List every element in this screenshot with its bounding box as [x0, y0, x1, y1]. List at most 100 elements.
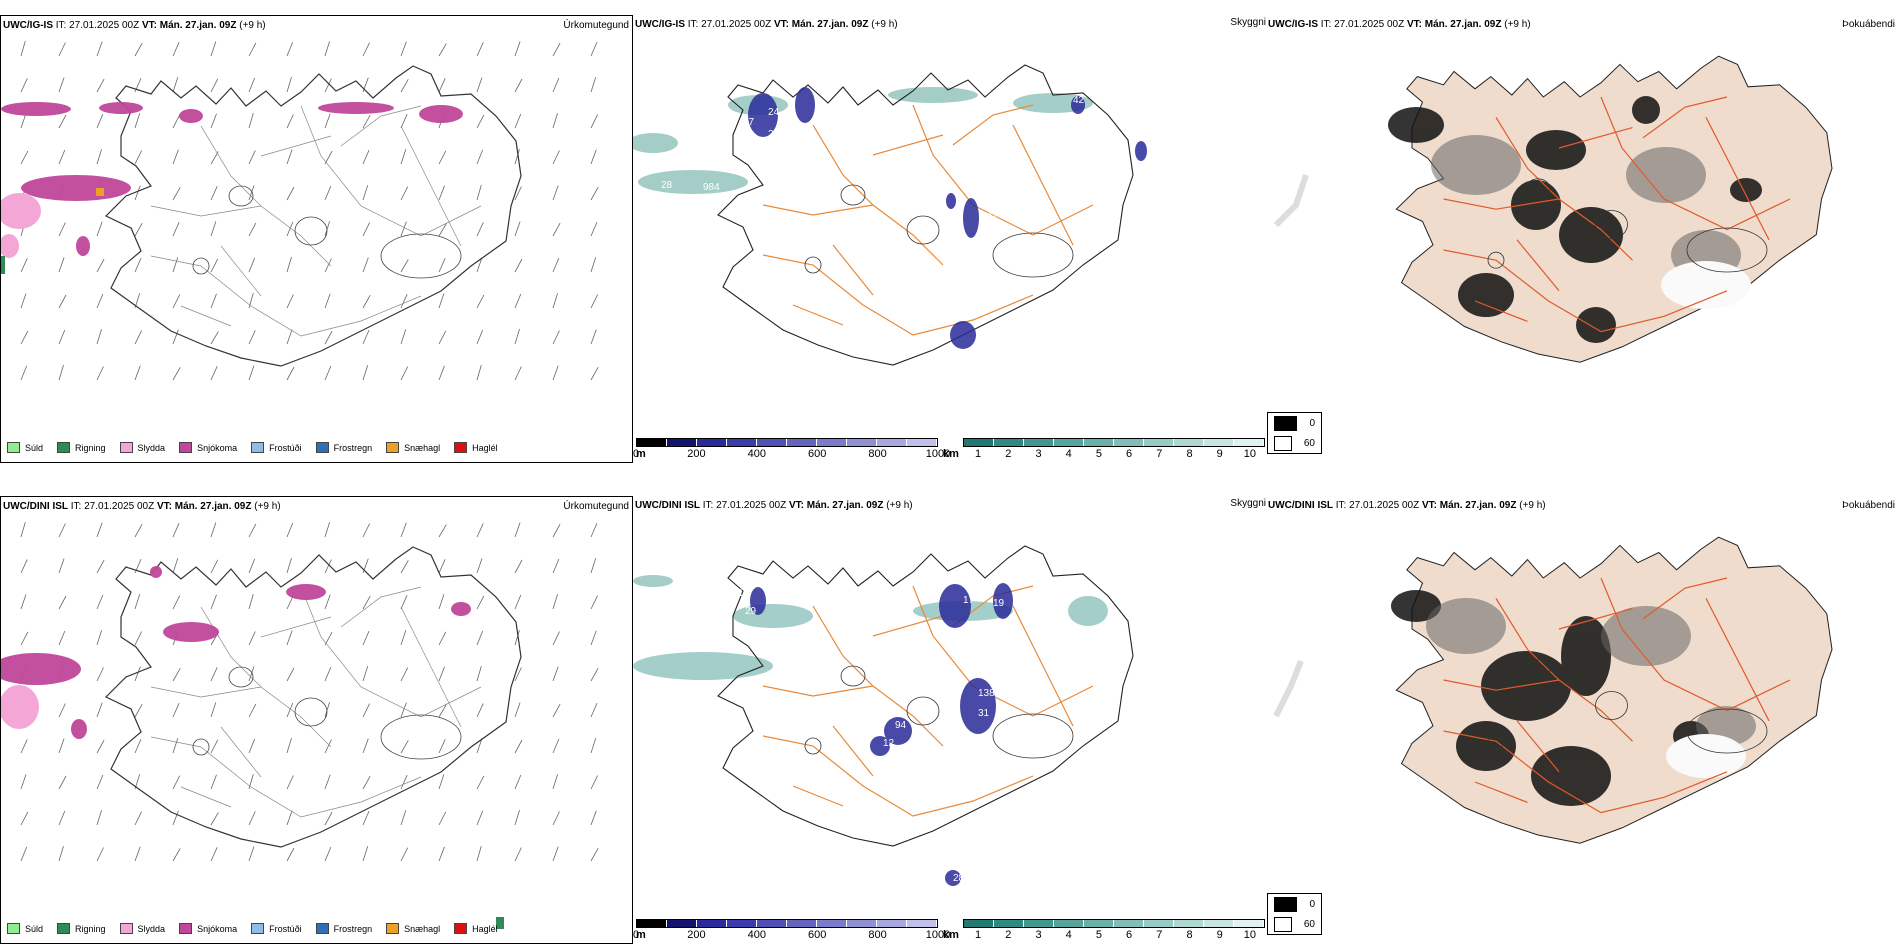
wind-barb [476, 294, 485, 309]
wind-barb [438, 43, 447, 57]
wind-barb [286, 702, 294, 718]
wind-barb [362, 630, 370, 646]
wind-barb [590, 630, 597, 646]
wind-barb [552, 774, 558, 790]
colorbar-cell [1204, 920, 1234, 927]
legend-swatch [119, 923, 133, 934]
colorbar-cell [1144, 439, 1174, 446]
wind-barb [210, 667, 218, 682]
wind-barb [552, 42, 561, 57]
wind-barb [96, 739, 105, 754]
cloudbase-label: 19 [993, 598, 1005, 609]
wind-barb [476, 810, 484, 826]
wind-barb [324, 185, 332, 201]
colorbar-cell [787, 920, 817, 927]
wind-barb [438, 631, 447, 646]
wind-barb [58, 738, 65, 754]
fog-key-label: 0 [1309, 417, 1315, 429]
wind-barb [96, 221, 103, 237]
wind-barb [400, 259, 409, 273]
wind-barb [20, 293, 27, 309]
wind-barb [324, 113, 331, 129]
colorbar-tick: 9 [1216, 448, 1223, 460]
wind-barb [400, 810, 407, 826]
valid-time: VT: Mán. 27.jan. 09Z [1421, 500, 1517, 511]
wind-barb [58, 222, 66, 237]
colorbar-cell [1144, 920, 1174, 927]
fog-indicator-panel: UWC/DINI ISL IT: 27.01.2025 00Z VT: Mán.… [1266, 496, 1900, 944]
wind-barb [590, 367, 599, 381]
wind-barb [362, 523, 370, 538]
cloudbase-label: 17 [963, 595, 975, 606]
wind-barb [210, 221, 217, 237]
wind-barb [476, 703, 484, 718]
cloudbase-label: 28 [661, 180, 673, 191]
wind-barb [476, 364, 482, 381]
wind-barb [514, 629, 520, 646]
wind-barb [96, 78, 105, 93]
wind-barb [210, 78, 219, 93]
model-name: UWC/IG-IS [3, 20, 53, 31]
wind-barb [590, 595, 598, 610]
wind-barb [286, 149, 293, 165]
wind-barb [286, 630, 293, 646]
wind-barb [476, 738, 483, 754]
wind-barb [590, 149, 597, 165]
wind-barb [96, 41, 103, 57]
cloudbase-label: 138 [978, 688, 995, 699]
colorbar-tick: 4 [1065, 929, 1072, 941]
wind-barb [514, 328, 520, 345]
wind-barb [552, 77, 560, 93]
fog-indicator-panel: UWC/IG-IS IT: 27.01.2025 00Z VT: Mán. 27… [1266, 15, 1900, 463]
panel-header: UWC/IG-IS IT: 27.01.2025 00Z VT: Mán. 27… [3, 20, 266, 31]
colorbar-cell [787, 439, 817, 446]
legend-label: Rigning [75, 442, 106, 453]
wind-barb [400, 740, 409, 754]
init-time: IT: 27.01.2025 00Z [702, 500, 787, 511]
wind-barb [552, 558, 560, 574]
wind-barb [362, 222, 370, 237]
wind-barb [96, 329, 102, 345]
cloudbase-ticks: 0 200 400 600 800 1000 [633, 929, 950, 943]
wind-barb [134, 811, 142, 826]
wind-barb [20, 559, 28, 574]
panel-header: UWC/DINI ISL IT: 27.01.2025 00Z VT: Mán.… [1268, 500, 1546, 511]
wind-barb [362, 115, 371, 129]
wind-barb [400, 114, 408, 129]
precip-map [1, 40, 599, 381]
wind-barb [590, 329, 597, 345]
legend-swatch [251, 442, 265, 453]
wind-barb [438, 258, 446, 273]
colorbar-cell [1084, 439, 1114, 446]
wind-barb [210, 594, 217, 610]
panel-header: UWC/DINI ISL IT: 27.01.2025 00Z VT: Mán.… [3, 501, 281, 512]
glacier-outline [1686, 708, 1768, 754]
colorbar-tick: 600 [808, 448, 827, 460]
wind-barb [514, 847, 522, 862]
wind-barb [20, 811, 29, 826]
wind-barb [20, 631, 29, 646]
precip-map [1, 521, 599, 929]
wind-barb [210, 258, 219, 273]
wind-barb [438, 811, 447, 826]
wind-barb [324, 594, 331, 610]
cloudbase-label: 12 [883, 738, 895, 749]
wind-barb [362, 257, 369, 273]
glacier-outline [1595, 691, 1628, 720]
wind-barb [58, 114, 67, 129]
glacier-outline [906, 215, 940, 245]
wind-barb [172, 775, 181, 790]
wind-barb [400, 775, 408, 790]
wind-barb [476, 329, 484, 345]
wind-barb [324, 666, 332, 682]
wind-barb [96, 559, 105, 574]
wind-barb [210, 366, 218, 381]
wind-barb [172, 329, 179, 345]
wind-barb [172, 149, 179, 165]
colorbar-cell [757, 920, 787, 927]
wind-barb [286, 557, 292, 574]
model-name: UWC/DINI ISL [3, 501, 68, 512]
legend-swatch [386, 923, 400, 934]
wind-barb [400, 595, 408, 610]
wind-barb [58, 257, 65, 273]
